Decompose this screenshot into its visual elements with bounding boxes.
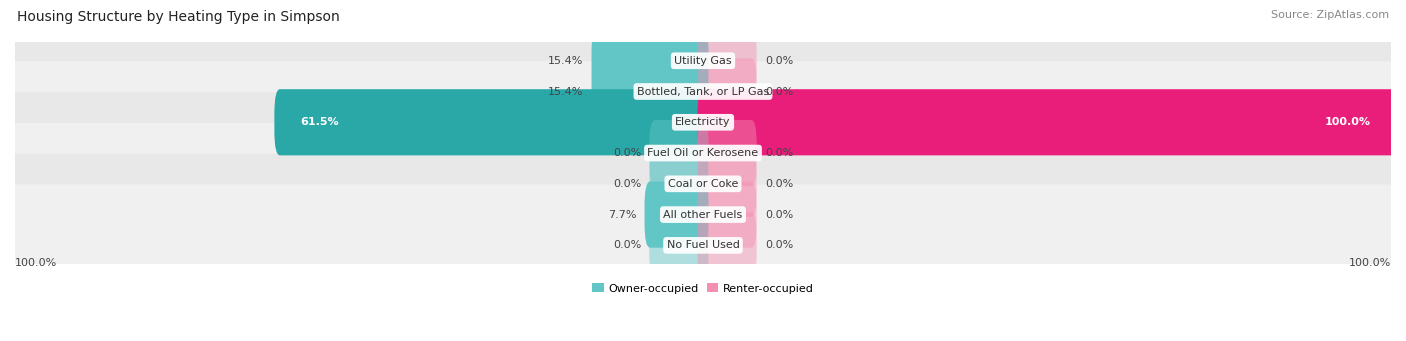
Text: Coal or Coke: Coal or Coke [668, 179, 738, 189]
FancyBboxPatch shape [0, 123, 1406, 245]
FancyBboxPatch shape [697, 120, 756, 186]
Text: All other Fuels: All other Fuels [664, 210, 742, 220]
Text: 0.0%: 0.0% [765, 179, 793, 189]
FancyBboxPatch shape [0, 184, 1406, 306]
Text: 0.0%: 0.0% [765, 87, 793, 97]
Text: 100.0%: 100.0% [1348, 258, 1391, 268]
FancyBboxPatch shape [0, 61, 1406, 183]
Text: Utility Gas: Utility Gas [675, 56, 731, 66]
Text: 15.4%: 15.4% [548, 87, 583, 97]
FancyBboxPatch shape [644, 181, 709, 248]
Text: Fuel Oil or Kerosene: Fuel Oil or Kerosene [647, 148, 759, 158]
FancyBboxPatch shape [0, 154, 1406, 276]
Text: 100.0%: 100.0% [15, 258, 58, 268]
Text: 0.0%: 0.0% [765, 56, 793, 66]
FancyBboxPatch shape [697, 28, 756, 94]
Text: 0.0%: 0.0% [613, 148, 641, 158]
Legend: Owner-occupied, Renter-occupied: Owner-occupied, Renter-occupied [588, 279, 818, 298]
Text: No Fuel Used: No Fuel Used [666, 240, 740, 250]
Text: 7.7%: 7.7% [607, 210, 637, 220]
FancyBboxPatch shape [697, 89, 1396, 155]
FancyBboxPatch shape [650, 151, 709, 217]
Text: 100.0%: 100.0% [1324, 117, 1371, 127]
Text: 15.4%: 15.4% [548, 56, 583, 66]
FancyBboxPatch shape [592, 28, 709, 94]
FancyBboxPatch shape [697, 181, 756, 248]
FancyBboxPatch shape [650, 212, 709, 279]
Text: 0.0%: 0.0% [613, 240, 641, 250]
FancyBboxPatch shape [650, 120, 709, 186]
Text: 0.0%: 0.0% [765, 240, 793, 250]
FancyBboxPatch shape [697, 212, 756, 279]
Text: Bottled, Tank, or LP Gas: Bottled, Tank, or LP Gas [637, 87, 769, 97]
FancyBboxPatch shape [697, 151, 756, 217]
FancyBboxPatch shape [592, 58, 709, 124]
FancyBboxPatch shape [274, 89, 709, 155]
Text: 0.0%: 0.0% [765, 148, 793, 158]
Text: 0.0%: 0.0% [613, 179, 641, 189]
FancyBboxPatch shape [697, 58, 756, 124]
FancyBboxPatch shape [0, 92, 1406, 214]
Text: 61.5%: 61.5% [301, 117, 339, 127]
Text: Source: ZipAtlas.com: Source: ZipAtlas.com [1271, 10, 1389, 20]
FancyBboxPatch shape [0, 0, 1406, 122]
Text: Housing Structure by Heating Type in Simpson: Housing Structure by Heating Type in Sim… [17, 10, 340, 24]
Text: Electricity: Electricity [675, 117, 731, 127]
FancyBboxPatch shape [0, 31, 1406, 152]
Text: 0.0%: 0.0% [765, 210, 793, 220]
